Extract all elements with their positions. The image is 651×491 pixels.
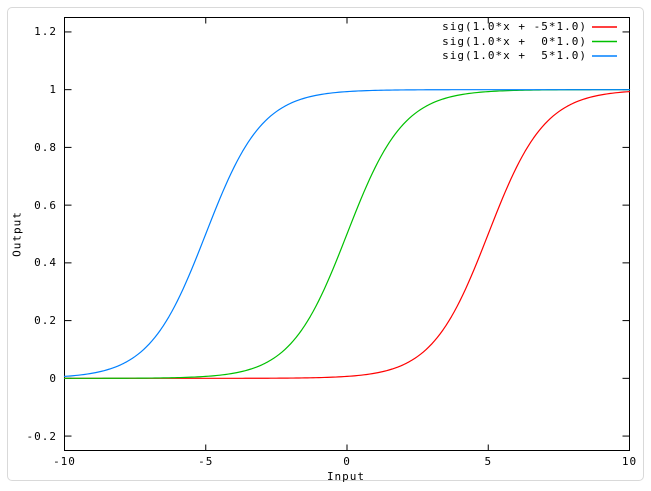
curve-series-1 [63,89,631,379]
curve-series-2 [63,89,631,377]
y-tick-label: 1 [49,83,57,97]
x-tick-label: 5 [484,455,493,468]
legend-label: sig(1.0*x + 5*1.0) [442,49,587,62]
y-tick-label: 1.2 [34,25,57,39]
image-border-frame [7,7,644,481]
y-tick-label: 0.4 [34,256,57,270]
x-tick-label: 0 [343,455,351,468]
y-tick-label: 0.8 [34,140,57,154]
x-axis-title: Input [326,470,366,483]
x-tick-label: 10 [621,455,638,468]
legend-label: sig(1.0*x + -5*1.0) [442,20,587,33]
x-tick-label: -10 [53,455,76,468]
y-tick-label: -0.2 [26,429,57,443]
y-tick-label: 0.2 [34,314,57,328]
y-tick-label: 0 [49,371,57,385]
y-axis-title: Output [10,211,24,257]
x-tick-label: -5 [198,455,214,468]
legend-label: sig(1.0*x + 0*1.0) [442,34,587,48]
y-tick-label: 0.6 [34,198,57,212]
